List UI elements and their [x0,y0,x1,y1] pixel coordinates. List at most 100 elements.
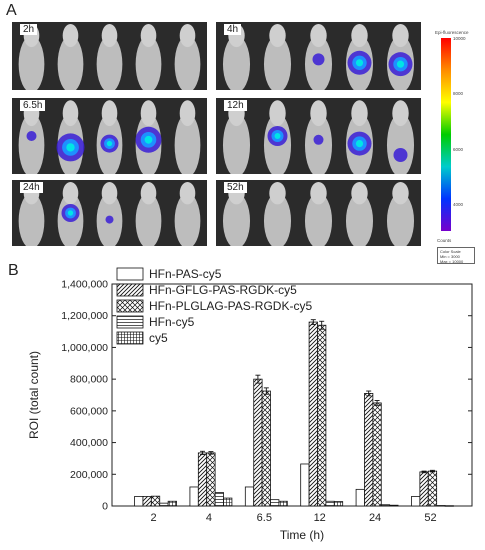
x-tick-label: 52 [424,512,436,524]
mouse-silhouette [135,24,162,90]
y-tick-label: 600,000 [70,405,108,417]
color-scale-min: Min = 3000 [440,254,460,259]
bar [317,324,327,507]
bar [214,492,224,507]
panel-a-letter: A [6,2,17,19]
bar [300,463,310,507]
y-tick-label: 1,000,000 [61,342,108,354]
legend-swatch [116,267,144,281]
mouse-silhouette [386,100,415,174]
mouse-silhouette [174,24,201,90]
y-axis-label: ROI (total count) [27,351,41,439]
legend-swatch [116,283,144,297]
x-tick-label: 2 [150,512,156,524]
mouse-silhouette [135,181,162,246]
imaging-panel: 4h [216,22,421,90]
bar [372,402,382,507]
bar [197,452,208,507]
bar [134,496,144,507]
legend-swatch [116,331,144,345]
legend-swatch [116,299,144,313]
y-tick-label: 800,000 [70,374,108,386]
time-point-label: 24h [20,182,43,193]
mouse-silhouette [57,24,84,90]
imaging-panel: 12h [216,98,421,174]
colorbar-tick: 4000 [453,202,464,207]
bar [278,500,288,507]
mouse-silhouette [304,181,333,246]
bar [253,378,263,507]
mouse-silhouette [96,24,123,90]
bar [150,495,161,507]
y-tick-label: 1,200,000 [61,310,108,322]
colorbar [441,38,451,231]
colorbar-tick: 6000 [453,147,464,152]
bar [244,486,255,507]
bar [308,321,318,507]
mouse-silhouette [386,181,415,246]
imaging-panel: 6.5h [12,98,207,174]
mouse-silhouette [345,181,374,246]
x-tick-label: 6.5 [257,512,272,524]
x-tick-label: 12 [314,512,326,524]
legend-label: HFn-PAS-cy5 [149,267,222,281]
y-tick-label: 1,400,000 [61,279,108,291]
imaging-panel: 2h [12,22,207,90]
bar [142,496,152,507]
color-scale-line: Color Scale [440,249,461,254]
time-point-label: 12h [224,100,247,111]
bar [189,486,199,507]
bar [223,497,233,507]
bar [261,390,271,507]
bar [206,452,216,507]
color-scale-box: Color Scale Min = 3000 Max = 10000 [437,247,475,264]
legend-label: HFn-GFLG-PAS-RGDK-cy5 [149,283,297,297]
legend-label: HFn-PLGLAG-PAS-RGDK-cy5 [149,299,312,313]
fluorescence-signal [313,134,324,145]
fluorescence-signal [312,53,325,66]
x-tick-label: 4 [206,512,212,524]
mouse-silhouette [263,24,292,90]
y-tick-label: 400,000 [70,437,108,449]
time-point-label: 4h [224,24,242,35]
colorbar-tick: 10000 [453,36,466,41]
colorbar-title: Epi-fluorescence [435,30,469,35]
bar [419,471,429,507]
time-point-label: 2h [20,24,38,35]
colorbar-counts-label: Counts [437,238,452,243]
legend-label: HFn-cy5 [149,315,195,329]
bar [364,393,374,507]
time-point-label: 52h [224,182,247,193]
fluorescence-signal [393,148,408,162]
x-axis-label: Time (h) [280,528,324,542]
bar [333,501,344,507]
y-tick-label: 200,000 [70,469,108,481]
bar [355,488,365,507]
bar [444,505,454,507]
fluorescence-signal [105,215,114,224]
bar [159,502,169,507]
fluorescence-signal [26,131,37,141]
bar [167,500,177,507]
colorbar-tick: 8000 [453,91,464,96]
time-point-label: 6.5h [20,100,46,111]
x-tick-label: 24 [369,512,381,524]
mouse-silhouette [263,181,292,246]
bar [411,496,421,507]
imaging-panel: 24h [12,180,207,246]
bar [270,499,280,507]
bar [325,500,335,507]
imaging-panel: 52h [216,180,421,246]
bar [389,504,399,507]
panel-b-letter: B [8,262,19,279]
y-tick-label: 0 [102,501,108,513]
color-scale-max: Max = 10000 [440,259,464,264]
bar [380,504,391,507]
plot-frame [111,283,473,507]
legend-label: cy5 [149,331,168,345]
mouse-silhouette [174,100,201,174]
legend-swatch [116,315,144,329]
bar [436,505,446,507]
mouse-silhouette [174,181,201,246]
